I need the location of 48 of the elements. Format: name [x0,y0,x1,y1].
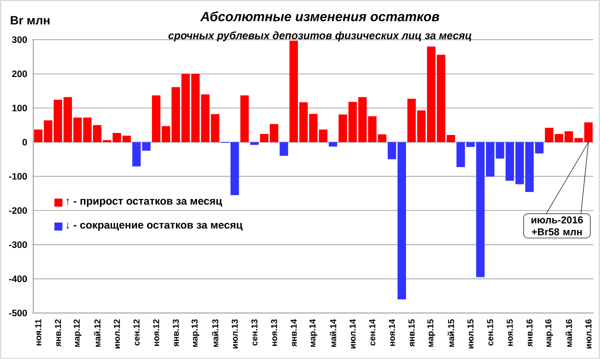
x-tick-label: июл.12 [114,319,120,348]
bar [328,142,338,147]
x-tick-label: ноя.13 [270,319,278,346]
x-tick-label: мар.15 [427,319,436,347]
x-tick-label: янв.15 [408,319,415,347]
y-tick-label: -100 [9,173,27,180]
y-tick-label: -300 [9,241,27,248]
x-tick-label: сен.13 [251,319,258,346]
x-tick-label: июл.15 [468,319,474,348]
x-tick-label: май.14 [330,319,336,347]
x-tick-label: май.16 [566,319,572,347]
annotation: июль-2016 +Br58 млн [532,216,583,236]
x-tick-label: ноя.11 [35,319,42,346]
x-tick-label: ноя.12 [153,319,160,346]
y-tick-label: 200 [12,70,27,78]
x-tick-label: мар.13 [192,319,200,347]
chart-subtitle: срочных рублевых депозитов физических лиц за месяц [168,31,472,42]
bar [250,142,259,145]
x-tick-label: май.13 [212,319,218,347]
x-tick-label: ноя.14 [388,319,395,346]
y-tick-label: -500 [9,310,27,316]
x-tick-label: янв.16 [526,319,533,347]
x-tick-label: май.15 [448,319,454,347]
x-tick-label: май.12 [94,319,100,347]
y-axis-title: Br млн [10,16,50,25]
x-tick-label: мар.12 [74,319,82,347]
legend-label: ↓ - сокращение остатков за месяц [66,222,243,231]
x-tick-label: сен.15 [487,319,494,346]
x-tick-label: мар.16 [545,319,554,347]
x-tick-label: мар.14 [309,319,318,347]
y-tick-label: 0 [22,138,27,146]
legend-label: ↑ - прирост остатков за месяц [66,198,222,207]
bar [280,142,288,156]
y-tick-label: 300 [12,36,27,43]
x-tick-label: янв.13 [172,319,179,347]
x-tick-label: янв.14 [290,319,297,347]
x-tick-label: сен.12 [133,319,140,346]
y-tick-label: -400 [9,276,27,282]
chart-title: Абсолютные изменения остатков [200,11,440,22]
x-tick-label: июл.14 [350,319,356,348]
y-tick-label: -200 [9,207,27,214]
x-tick-label: янв.12 [54,319,61,347]
bar [240,95,249,142]
x-tick-label: июл.13 [232,319,238,348]
y-tick-label: 100 [12,104,27,112]
x-tick-label: июл.16 [585,319,592,348]
x-tick-label: ноя.15 [506,319,513,346]
x-tick-label: сен.14 [369,319,376,346]
